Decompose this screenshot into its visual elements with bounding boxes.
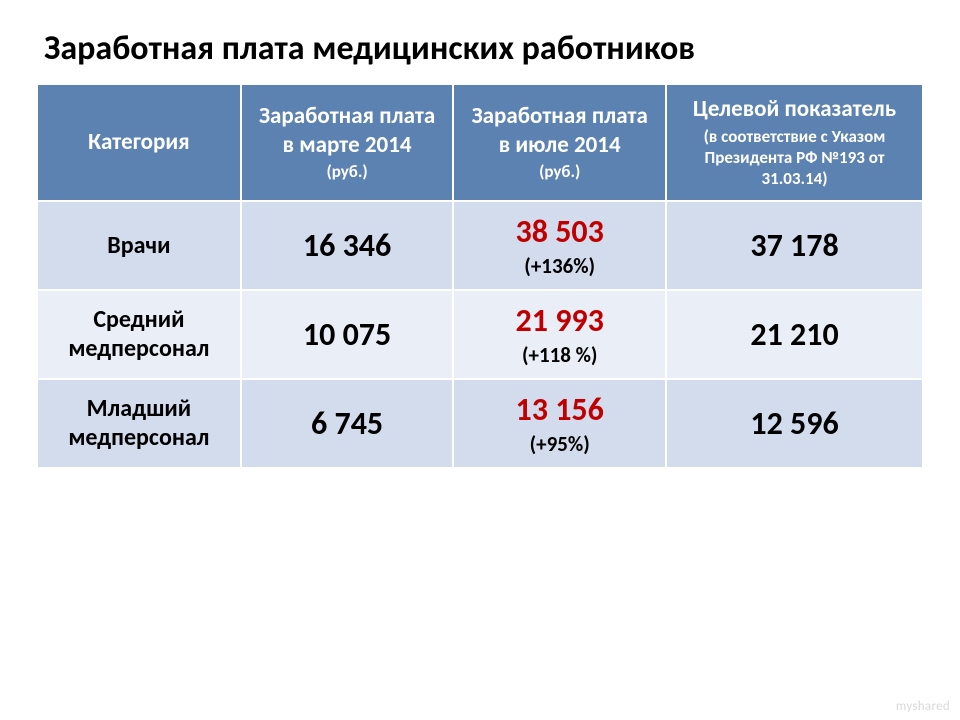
col-header-july: Заработная плата в июле 2014 (руб.) bbox=[453, 84, 666, 201]
cell-target: 12 596 bbox=[666, 379, 923, 468]
salary-table: Категория Заработная плата в марте 2014 … bbox=[36, 83, 924, 469]
value-march: 16 346 bbox=[303, 226, 391, 265]
col-header-march-l1: Заработная плата в марте 2014 bbox=[259, 102, 435, 159]
col-header-july-l1: Заработная плата в июле 2014 bbox=[472, 102, 648, 159]
value-target: 37 178 bbox=[750, 226, 838, 265]
slide: Заработная плата медицинских работников … bbox=[0, 0, 960, 720]
col-header-category: Категория bbox=[37, 84, 241, 201]
cell-july: 21 993 (+118 %) bbox=[453, 290, 666, 379]
value-july-delta: (+136%) bbox=[466, 253, 653, 279]
cell-march: 16 346 bbox=[241, 201, 454, 290]
col-header-march: Заработная плата в марте 2014 (руб.) bbox=[241, 84, 454, 201]
table-row: Младший медперсонал 6 745 13 156 (+95%) … bbox=[37, 379, 923, 468]
watermark: myshared bbox=[896, 699, 950, 714]
table-header-row: Категория Заработная плата в марте 2014 … bbox=[37, 84, 923, 201]
cell-target: 37 178 bbox=[666, 201, 923, 290]
value-july: 21 993 bbox=[516, 301, 604, 340]
value-march: 10 075 bbox=[303, 315, 391, 354]
value-target: 21 210 bbox=[750, 315, 838, 354]
value-july: 38 503 bbox=[516, 212, 604, 251]
cell-july: 38 503 (+136%) bbox=[453, 201, 666, 290]
col-header-target: Целевой показатель (в соответствие с Ука… bbox=[666, 84, 923, 201]
value-july-delta: (+118 %) bbox=[466, 342, 653, 368]
cell-march: 10 075 bbox=[241, 290, 454, 379]
table-row: Врачи 16 346 38 503 (+136%) 37 178 bbox=[37, 201, 923, 290]
cell-category: Врачи bbox=[37, 201, 241, 290]
col-header-march-l2: (руб.) bbox=[254, 161, 441, 182]
value-target: 12 596 bbox=[750, 404, 838, 443]
col-header-july-l2: (руб.) bbox=[466, 161, 653, 182]
cell-target: 21 210 bbox=[666, 290, 923, 379]
col-header-category-label: Категория bbox=[88, 128, 189, 156]
cell-march: 6 745 bbox=[241, 379, 454, 468]
col-header-target-l2: (в соответствие с Указом Президента РФ №… bbox=[679, 126, 910, 190]
value-july: 13 156 bbox=[516, 390, 604, 429]
table-row: Средний медперсонал 10 075 21 993 (+118 … bbox=[37, 290, 923, 379]
col-header-target-l1: Целевой показатель bbox=[693, 95, 896, 123]
table-body: Врачи 16 346 38 503 (+136%) 37 178 Средн… bbox=[37, 201, 923, 468]
cell-july: 13 156 (+95%) bbox=[453, 379, 666, 468]
cell-category: Младший медперсонал bbox=[37, 379, 241, 468]
slide-title: Заработная плата медицинских работников bbox=[44, 28, 924, 69]
cell-category: Средний медперсонал bbox=[37, 290, 241, 379]
value-march: 6 745 bbox=[311, 404, 383, 443]
value-july-delta: (+95%) bbox=[466, 431, 653, 457]
